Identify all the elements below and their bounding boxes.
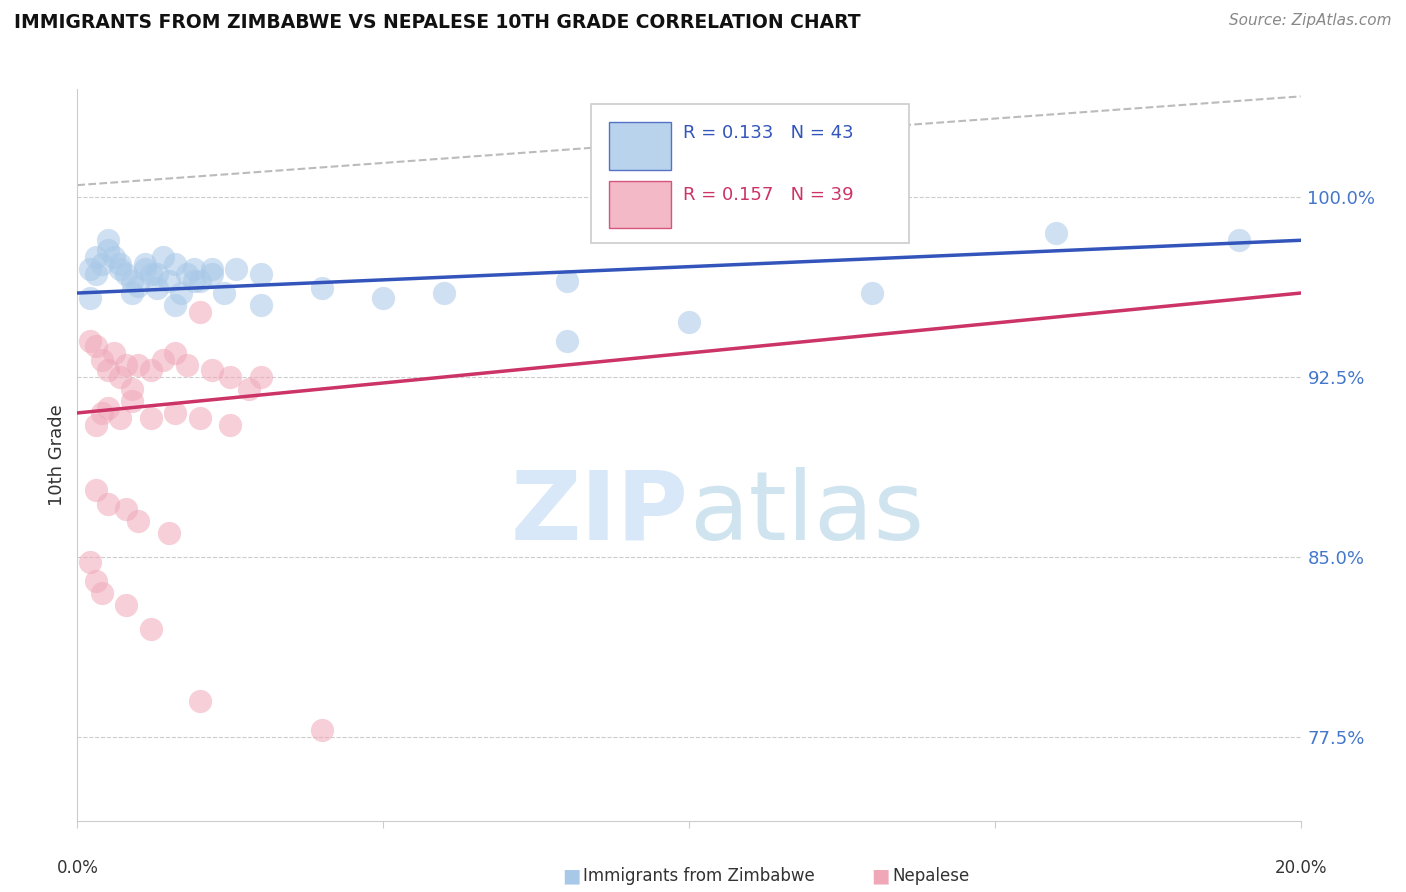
Point bbox=[139, 267, 162, 281]
Point bbox=[90, 257, 112, 271]
Point bbox=[108, 262, 131, 277]
Point bbox=[201, 363, 224, 377]
Point bbox=[97, 233, 120, 247]
Point bbox=[165, 406, 187, 420]
FancyBboxPatch shape bbox=[609, 122, 671, 169]
Point bbox=[84, 267, 107, 281]
Point bbox=[79, 555, 101, 569]
Point bbox=[108, 410, 131, 425]
Point bbox=[157, 274, 180, 288]
Point bbox=[128, 278, 150, 293]
Point bbox=[183, 262, 205, 277]
Point bbox=[212, 286, 235, 301]
Point bbox=[115, 267, 138, 281]
Point bbox=[165, 257, 187, 271]
Text: Nepalese: Nepalese bbox=[893, 867, 970, 885]
Point bbox=[188, 694, 211, 708]
Point bbox=[152, 353, 174, 368]
Point bbox=[311, 723, 333, 737]
Point bbox=[90, 406, 112, 420]
Text: atlas: atlas bbox=[689, 467, 924, 560]
Point bbox=[311, 281, 333, 295]
Point bbox=[1229, 233, 1251, 247]
Text: ■: ■ bbox=[562, 866, 581, 886]
Point bbox=[90, 353, 112, 368]
Point bbox=[79, 262, 101, 277]
Point bbox=[238, 382, 260, 396]
Point bbox=[121, 394, 143, 409]
Point bbox=[134, 262, 156, 277]
Point bbox=[176, 267, 198, 281]
Point bbox=[79, 291, 101, 305]
Point bbox=[128, 358, 150, 372]
Point bbox=[97, 401, 120, 416]
Point bbox=[146, 281, 169, 295]
Point bbox=[128, 514, 150, 528]
Point bbox=[84, 574, 107, 588]
Point bbox=[201, 262, 224, 277]
Text: ■: ■ bbox=[872, 866, 890, 886]
Text: 0.0%: 0.0% bbox=[56, 859, 98, 877]
Point bbox=[170, 286, 193, 301]
Text: R = 0.133   N = 43: R = 0.133 N = 43 bbox=[683, 124, 853, 142]
Point bbox=[97, 243, 120, 257]
Point bbox=[250, 298, 273, 312]
Point bbox=[555, 334, 578, 348]
FancyBboxPatch shape bbox=[609, 180, 671, 228]
Point bbox=[103, 250, 125, 264]
Point bbox=[250, 267, 273, 281]
Point bbox=[134, 257, 156, 271]
Point bbox=[250, 370, 273, 384]
Point bbox=[115, 501, 138, 516]
Point bbox=[555, 274, 578, 288]
Point bbox=[121, 382, 143, 396]
Point bbox=[139, 622, 162, 636]
Point bbox=[108, 370, 131, 384]
Point bbox=[103, 346, 125, 360]
Point bbox=[678, 315, 700, 329]
Point bbox=[201, 267, 224, 281]
FancyBboxPatch shape bbox=[591, 103, 910, 243]
Text: Immigrants from Zimbabwe: Immigrants from Zimbabwe bbox=[583, 867, 815, 885]
Point bbox=[188, 274, 211, 288]
Point bbox=[157, 525, 180, 540]
Point bbox=[371, 291, 394, 305]
Point bbox=[139, 363, 162, 377]
Point bbox=[225, 262, 247, 277]
Point bbox=[862, 286, 884, 301]
Point bbox=[84, 250, 107, 264]
Point bbox=[121, 286, 143, 301]
Point bbox=[219, 370, 242, 384]
Text: 20.0%: 20.0% bbox=[1274, 859, 1327, 877]
Point bbox=[84, 483, 107, 497]
Point bbox=[84, 339, 107, 353]
Point bbox=[176, 358, 198, 372]
Point bbox=[433, 286, 456, 301]
Point bbox=[139, 410, 162, 425]
Point bbox=[188, 410, 211, 425]
Point bbox=[108, 257, 131, 271]
Point bbox=[115, 358, 138, 372]
Point bbox=[152, 250, 174, 264]
Point bbox=[79, 334, 101, 348]
Point bbox=[165, 298, 187, 312]
Point bbox=[219, 417, 242, 432]
Text: IMMIGRANTS FROM ZIMBABWE VS NEPALESE 10TH GRADE CORRELATION CHART: IMMIGRANTS FROM ZIMBABWE VS NEPALESE 10T… bbox=[14, 13, 860, 32]
Point bbox=[188, 305, 211, 319]
Point bbox=[146, 267, 169, 281]
Point bbox=[121, 274, 143, 288]
Point bbox=[115, 598, 138, 612]
Text: Source: ZipAtlas.com: Source: ZipAtlas.com bbox=[1229, 13, 1392, 29]
Y-axis label: 10th Grade: 10th Grade bbox=[48, 404, 66, 506]
Point bbox=[1045, 226, 1067, 240]
Point bbox=[97, 497, 120, 511]
Point bbox=[97, 363, 120, 377]
Text: R = 0.157   N = 39: R = 0.157 N = 39 bbox=[683, 186, 853, 204]
Text: ZIP: ZIP bbox=[510, 467, 689, 560]
Point bbox=[183, 274, 205, 288]
Point bbox=[84, 417, 107, 432]
Point bbox=[90, 586, 112, 600]
Point bbox=[165, 346, 187, 360]
